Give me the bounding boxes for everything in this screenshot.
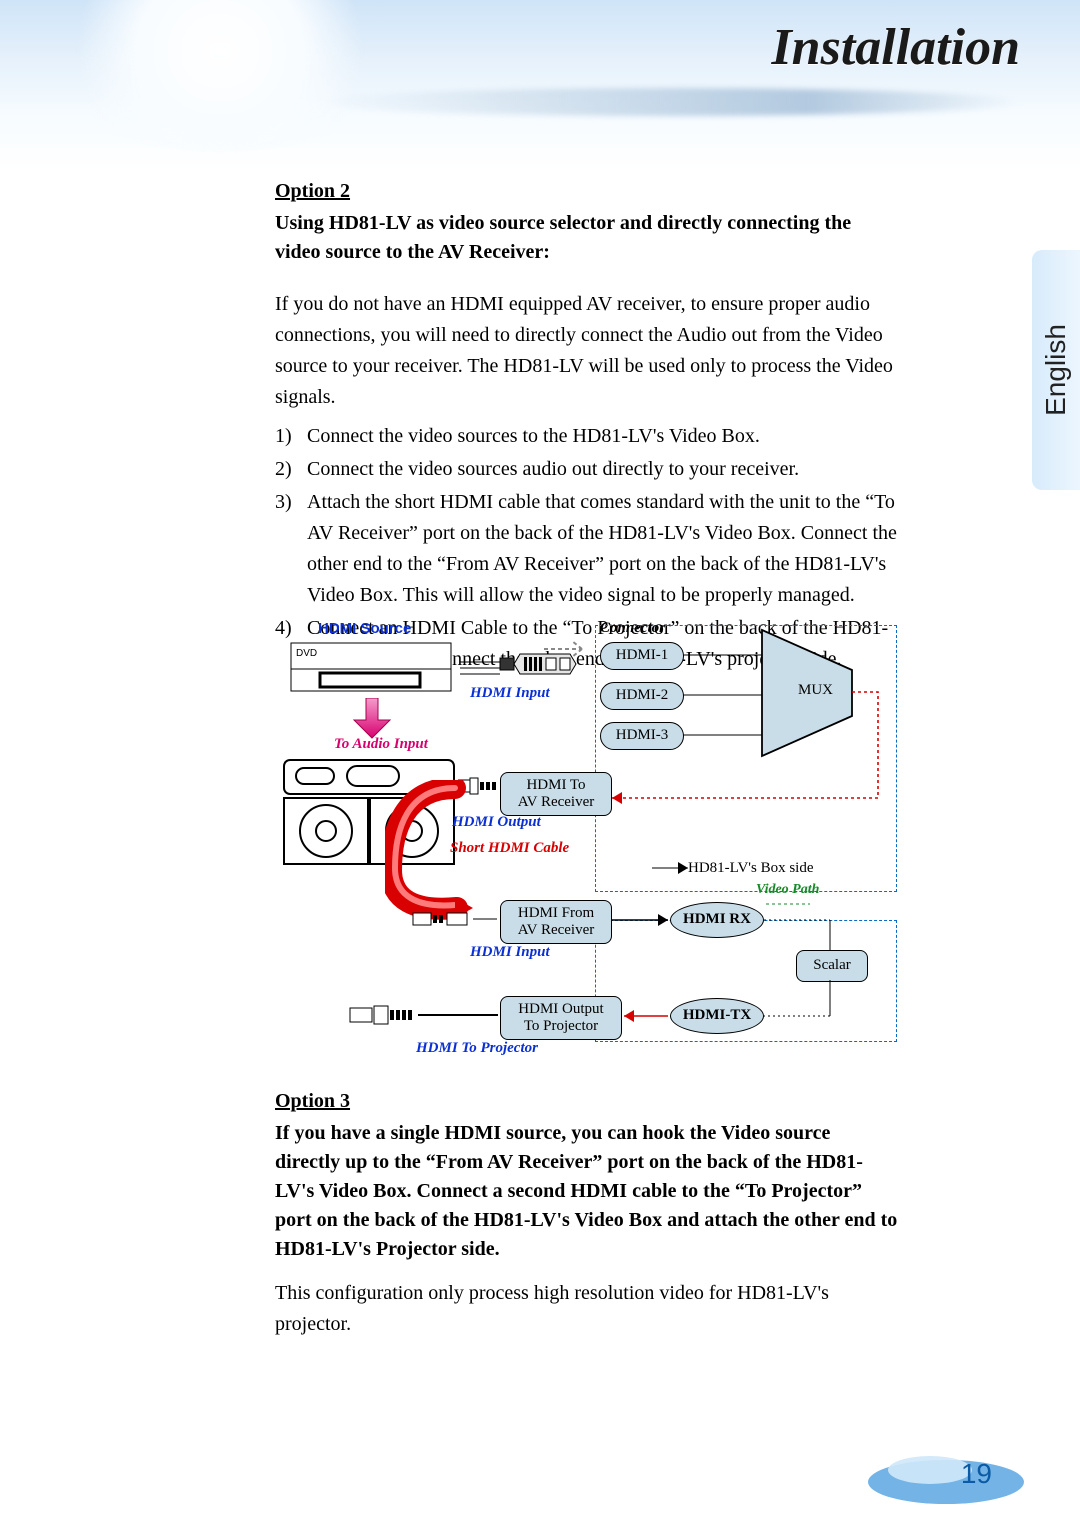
option2-heading: Option 2 — [275, 180, 900, 203]
option2-intro: If you do not have an HDMI equipped AV r… — [275, 289, 900, 413]
language-label: English — [1040, 324, 1072, 416]
option3-heading: Option 3 — [275, 1090, 900, 1113]
option3-lead: If you have a single HDMI source, you ca… — [275, 1119, 900, 1264]
list-item: 1)Connect the video sources to the HD81-… — [275, 421, 900, 452]
list-item: 3)Attach the short HDMI cable that comes… — [275, 487, 900, 611]
connection-diagram: DVD HDMI Source To Audio Input — [290, 620, 910, 1080]
option3-note: This configuration only process high res… — [275, 1278, 900, 1340]
page-title: Installation — [771, 18, 1020, 77]
page-number: 19 — [961, 1458, 992, 1490]
option2-lead: Using HD81-LV as video source selector a… — [275, 209, 900, 267]
header-shadow — [320, 88, 1020, 116]
bubble-icon — [826, 1436, 1026, 1506]
footer-bubble — [826, 1436, 1026, 1506]
list-item: 2)Connect the video sources audio out di… — [275, 454, 900, 485]
diagram-connectors — [290, 620, 910, 1060]
language-tab: English — [1032, 250, 1080, 490]
